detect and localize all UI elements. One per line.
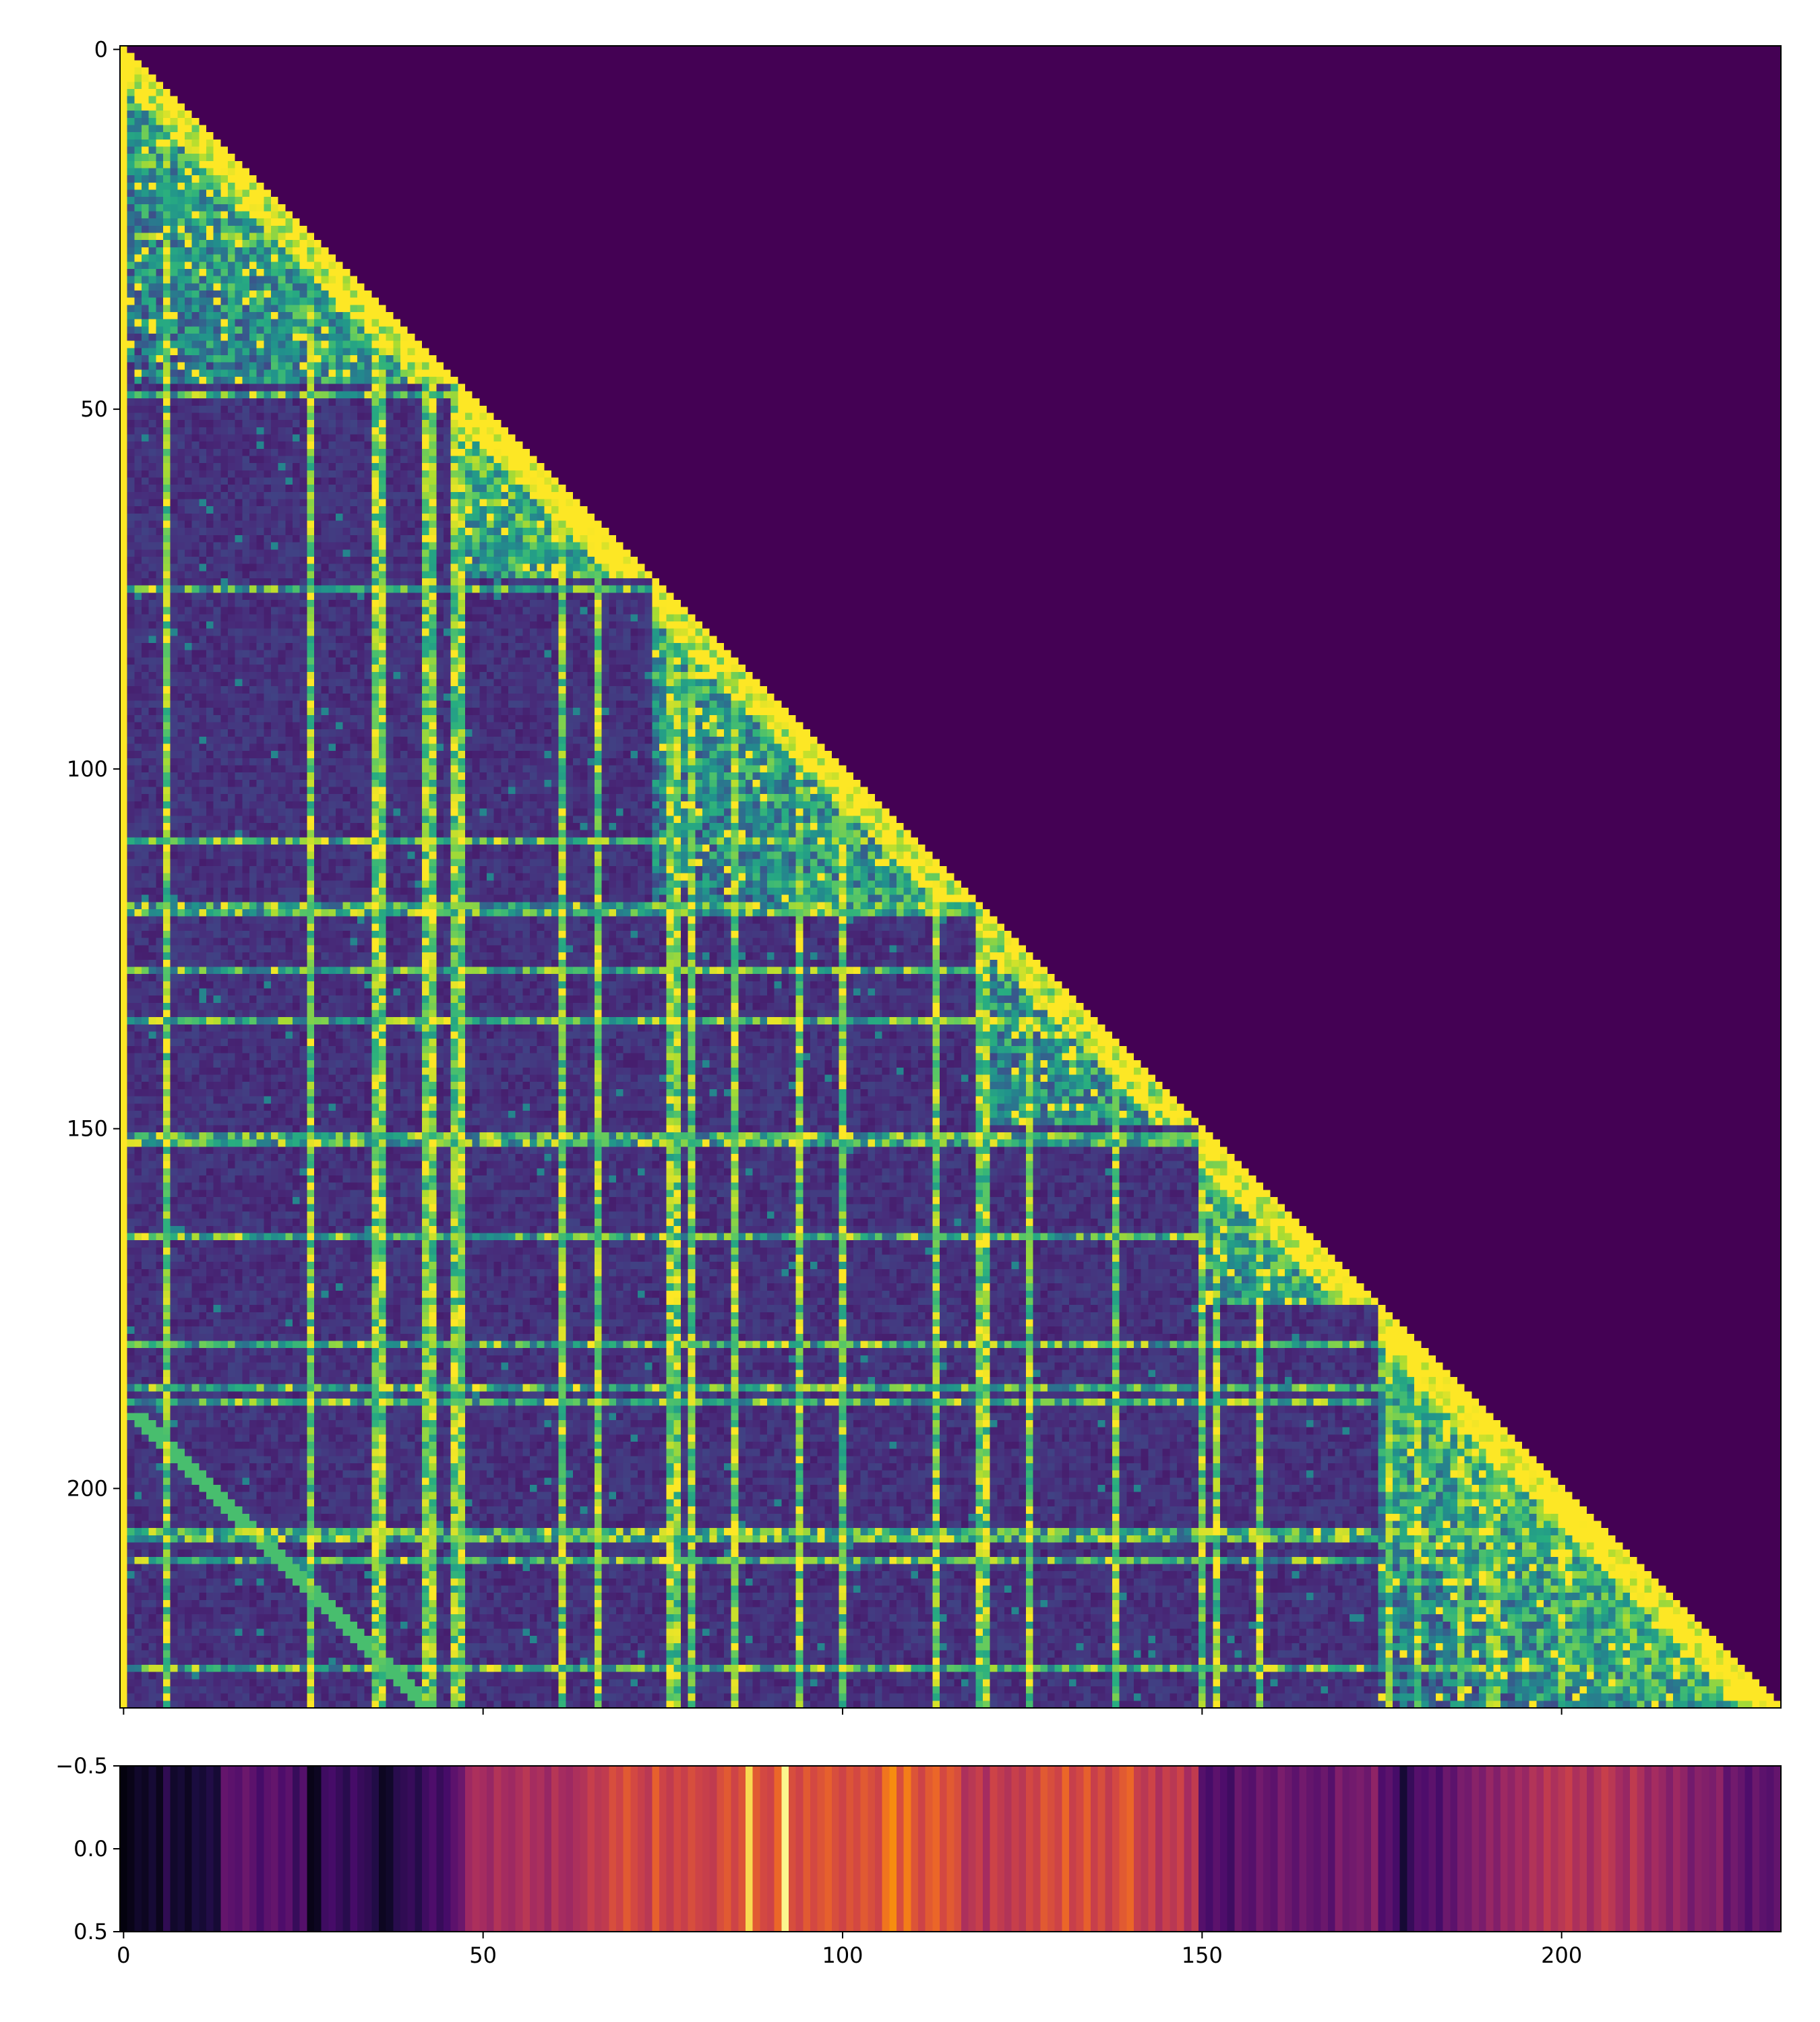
- main-y-tick-label: 50: [80, 396, 108, 422]
- strip-y-tick-label: −0.5: [55, 1753, 108, 1779]
- main-heatmap-panel: 0 50 100 150 200: [67, 36, 1782, 1715]
- strip-y-tick-label: 0.5: [73, 1919, 108, 1944]
- strip-heatmap-panel: 0 50 100 150 200 −0.5 0.0 0.5: [55, 1753, 1782, 1968]
- main-y-tick-label: 200: [67, 1475, 108, 1501]
- main-heatmap-image: [120, 46, 1781, 1708]
- strip-y-axis: −0.5 0.0 0.5: [55, 1753, 120, 1944]
- strip-x-axis: 0 50 100 150 200: [117, 1932, 1582, 1968]
- strip-x-tick-label: 200: [1541, 1942, 1582, 1968]
- strip-y-tick-label: 0.0: [73, 1836, 108, 1862]
- main-y-tick-label: 100: [67, 756, 108, 782]
- main-y-tick-label: 0: [94, 36, 108, 62]
- strip-x-tick-label: 50: [469, 1942, 497, 1968]
- main-heatmap-frame: [119, 45, 1782, 1709]
- strip-x-tick-label: 0: [117, 1942, 130, 1968]
- main-x-axis: [123, 1708, 1563, 1715]
- strip-heatmap-image: [120, 1766, 1781, 1932]
- strip-x-tick-label: 100: [822, 1942, 863, 1968]
- main-y-tick-label: 150: [67, 1116, 108, 1142]
- strip-x-tick-label: 150: [1182, 1942, 1223, 1968]
- main-y-axis: 0 50 100 150 200: [67, 36, 120, 1501]
